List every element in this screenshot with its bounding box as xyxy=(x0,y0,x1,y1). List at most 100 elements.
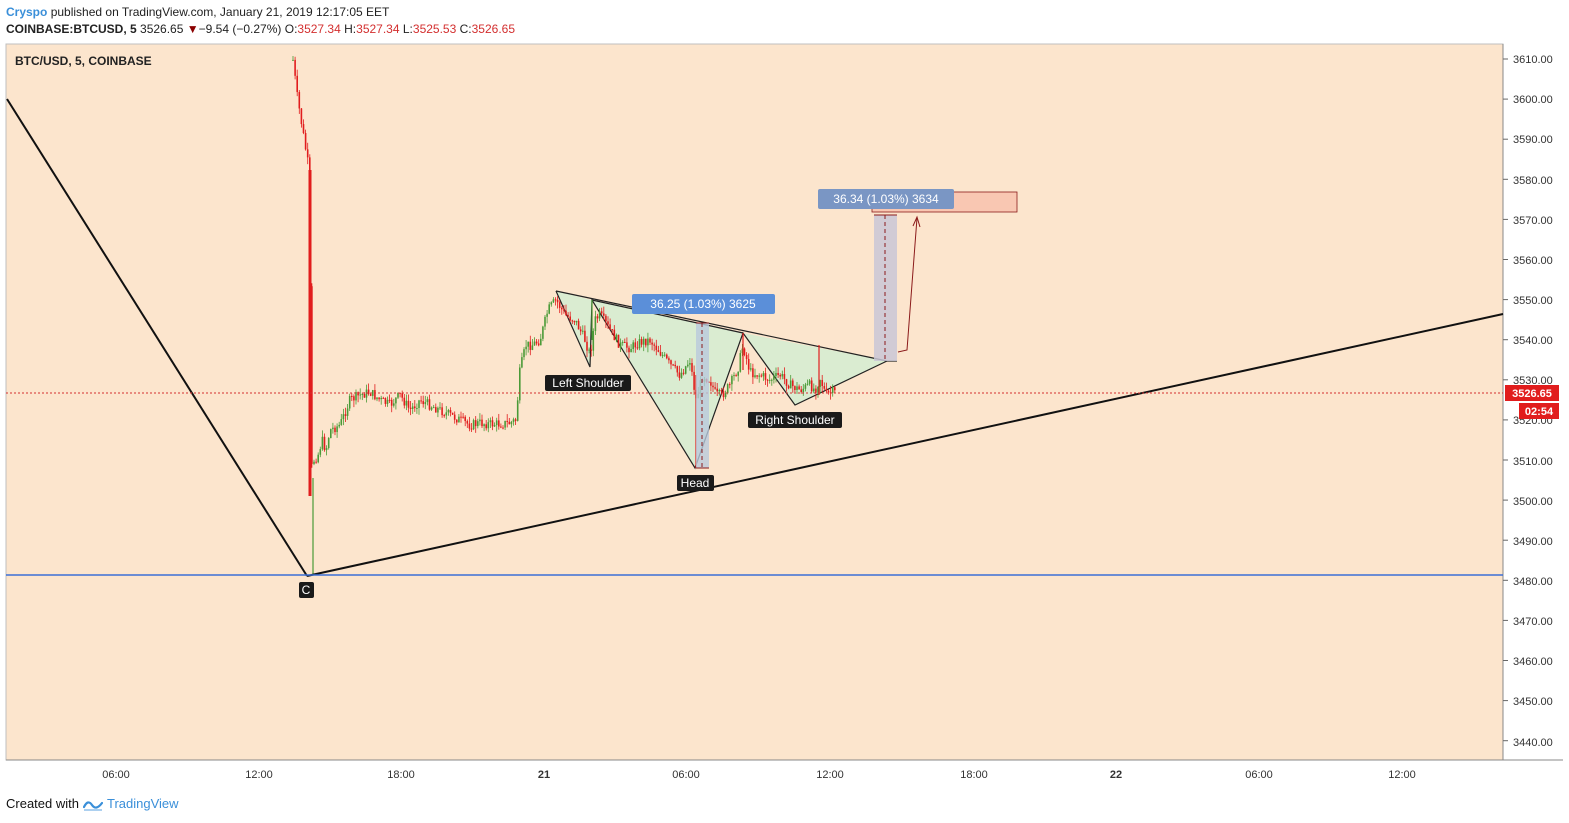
pattern-outline[interactable] xyxy=(555,290,897,470)
candle-body xyxy=(779,374,781,377)
y-tick-label: 3530.00 xyxy=(1513,375,1553,387)
candle-body xyxy=(458,416,460,423)
measure-label-target-text: 36.34 (1.03%) 3634 xyxy=(833,192,939,206)
candle-body xyxy=(630,348,632,353)
candle-body xyxy=(430,407,433,410)
measure-label-target xyxy=(818,189,954,209)
candle-body xyxy=(342,414,345,420)
candle-body xyxy=(441,407,443,416)
candle-body xyxy=(508,421,511,425)
candle-body xyxy=(787,385,790,389)
last-price: 3526.65 xyxy=(140,22,184,36)
candle-body xyxy=(563,309,565,311)
candle-body xyxy=(474,420,477,427)
candle-body xyxy=(594,316,597,332)
time-axis[interactable] xyxy=(6,760,1563,787)
candle-body xyxy=(554,299,557,301)
candle-body xyxy=(687,364,689,367)
candle-body xyxy=(789,380,792,389)
candle-body xyxy=(603,313,605,316)
price-change: −9.54 (−0.27%) xyxy=(198,22,282,36)
candle-body xyxy=(514,419,517,421)
candle-body xyxy=(422,401,424,405)
point-c-label-bg xyxy=(299,582,314,598)
candle-body xyxy=(332,427,334,430)
x-axis-labels: 06:00 12:00 18:00 21 06:00 12:00 18:00 2… xyxy=(102,769,1416,781)
pattern-triangle-right-shoulder[interactable] xyxy=(743,333,887,405)
candle-body xyxy=(714,387,716,389)
y-tick-label: 3500.00 xyxy=(1513,496,1553,508)
candle-body xyxy=(817,386,819,393)
downtrend-line[interactable] xyxy=(6,98,308,577)
low-value: 3525.53 xyxy=(412,22,457,36)
close-value: 3526.65 xyxy=(471,22,516,36)
candle-body xyxy=(456,419,458,423)
candle-body xyxy=(447,410,450,413)
price-axis[interactable] xyxy=(1503,44,1563,760)
candle-body xyxy=(634,342,637,348)
last-price-tag xyxy=(1505,385,1559,401)
candle-body xyxy=(443,415,445,417)
y-tick-label: 3610.00 xyxy=(1513,54,1553,66)
candle-body xyxy=(365,389,368,398)
candle-body xyxy=(588,349,590,351)
candle-body xyxy=(384,398,387,404)
measure-label-head-text: 36.25 (1.03%) 3625 xyxy=(650,297,756,311)
candle-body xyxy=(804,384,807,389)
candle-body xyxy=(516,400,519,421)
candle-body xyxy=(758,375,760,377)
candle-body xyxy=(651,342,653,345)
candle-body xyxy=(378,397,380,400)
x-tick-label: 12:00 xyxy=(245,769,273,781)
candle-body xyxy=(428,399,431,410)
candle-body xyxy=(579,329,582,332)
uptrend-line[interactable] xyxy=(306,313,1504,577)
candle-body xyxy=(798,386,800,390)
candle-body xyxy=(815,388,817,393)
last-price-tag-text: 3526.65 xyxy=(1512,388,1552,400)
candle-body xyxy=(739,353,742,372)
point-c-label: C xyxy=(302,583,311,597)
right-shoulder-label-bg xyxy=(748,412,842,428)
candle-body xyxy=(735,375,737,377)
candle-body xyxy=(724,393,727,398)
x-tick-label: 21 xyxy=(538,769,550,781)
candle-body xyxy=(663,354,666,356)
candle-body xyxy=(453,414,456,420)
candle-body xyxy=(357,392,359,396)
bar-countdown-tag xyxy=(1519,403,1559,419)
candle-body xyxy=(483,424,485,427)
arrow-head-icon xyxy=(912,215,921,228)
candle-body xyxy=(420,400,422,402)
candle-body xyxy=(642,338,645,345)
candle-body xyxy=(684,366,687,374)
candle-body xyxy=(558,302,561,308)
candle-body xyxy=(395,397,397,404)
author-link[interactable]: Cryspo xyxy=(6,5,48,19)
candle-body xyxy=(596,316,599,319)
candle-body xyxy=(575,320,578,323)
chart-legend-title: BTC/USD, 5, COINBASE xyxy=(15,54,152,68)
candle-body xyxy=(374,390,376,400)
close-label: C: xyxy=(459,22,472,36)
candle-body xyxy=(582,330,584,332)
candle-body xyxy=(584,330,586,342)
candle-body xyxy=(512,419,515,422)
projection-arrow[interactable] xyxy=(897,217,918,353)
tradingview-brand-link[interactable]: TradingView xyxy=(106,796,179,811)
candle-body xyxy=(653,344,655,346)
candle-body xyxy=(544,316,546,327)
candle-body xyxy=(344,414,347,416)
candle-body xyxy=(773,375,775,380)
candle-body xyxy=(621,342,624,344)
candle-body xyxy=(340,419,343,425)
candle-body xyxy=(336,426,338,433)
candle-body xyxy=(766,379,769,381)
candle-body xyxy=(609,324,611,330)
candle-body xyxy=(672,364,674,366)
candle-body xyxy=(462,416,464,418)
candle-body xyxy=(827,390,830,393)
candle-body xyxy=(353,396,355,401)
candle-body xyxy=(712,385,714,388)
